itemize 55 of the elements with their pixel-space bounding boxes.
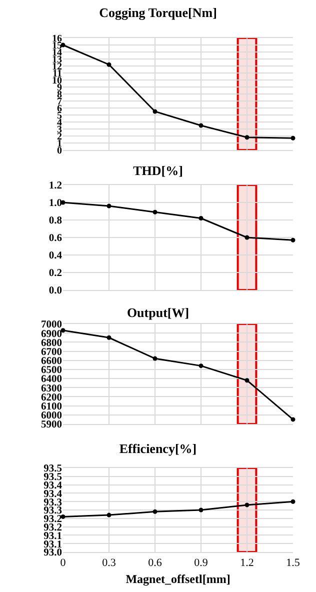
point xyxy=(290,417,296,422)
y-tick-label: 93.2 xyxy=(44,522,62,534)
x-axis-title: Magnet_offsetl[mm] xyxy=(126,572,230,586)
point xyxy=(290,499,296,504)
y-tick-label: 0.8 xyxy=(48,216,62,227)
point xyxy=(290,238,296,242)
point xyxy=(244,235,250,240)
x-tick-label: 1.2 xyxy=(240,557,254,570)
chart-title: THD[%] xyxy=(133,163,183,178)
x-tick-label: 0.9 xyxy=(194,557,208,570)
point xyxy=(198,216,204,220)
x-tick-label: 0.3 xyxy=(102,557,116,570)
y-tick-label: 1.2 xyxy=(48,180,62,192)
y-tick-label: 6000 xyxy=(41,410,62,422)
point xyxy=(244,378,250,383)
y-tick-label: 93.1 xyxy=(44,530,62,542)
chart-title: Efficiency[%] xyxy=(119,441,197,456)
point xyxy=(106,512,112,518)
y-tick-label: 93.4 xyxy=(44,480,63,492)
point xyxy=(106,204,112,208)
y-tick-label: 6200 xyxy=(41,392,62,404)
y-tick-label: 0.0 xyxy=(48,286,62,297)
y-tick-label: 6100 xyxy=(41,401,62,412)
point xyxy=(244,135,250,140)
y-tick-label: 5900 xyxy=(41,420,62,431)
point xyxy=(152,356,158,361)
point xyxy=(152,509,158,514)
y-tick-label: 0.4 xyxy=(48,250,63,262)
y-tick-label: 7000 xyxy=(41,320,62,331)
point xyxy=(198,123,204,128)
point xyxy=(106,335,112,340)
y-tick-label: 1.0 xyxy=(48,198,62,210)
y-tick-label: 0.6 xyxy=(48,233,62,244)
x-tick-label: 1.5 xyxy=(286,557,300,570)
point xyxy=(244,502,250,508)
chart-title: Output[W] xyxy=(126,305,190,320)
point xyxy=(198,364,204,368)
y-tick-label: 93.4 xyxy=(44,488,63,500)
y-tick-label: 6900 xyxy=(41,328,62,340)
point xyxy=(152,210,158,214)
y-tick-label: 6400 xyxy=(41,374,62,386)
y-tick-label: 6300 xyxy=(41,383,62,394)
y-tick-label: 6800 xyxy=(41,338,62,349)
y-tick-label: 0 xyxy=(57,146,62,156)
point xyxy=(198,508,204,512)
y-tick-label: 6600 xyxy=(41,356,62,368)
y-tick-label: 6700 xyxy=(41,346,62,358)
x-tick-label: 0.6 xyxy=(148,557,162,570)
point xyxy=(152,109,158,114)
y-tick-label: 93.0 xyxy=(44,548,62,559)
y-tick-label: 6500 xyxy=(41,365,62,376)
chart-title: Cogging Torque[Nm] xyxy=(99,5,217,20)
point xyxy=(106,62,112,67)
y-tick-label: 0.2 xyxy=(48,268,62,280)
point xyxy=(290,136,296,140)
